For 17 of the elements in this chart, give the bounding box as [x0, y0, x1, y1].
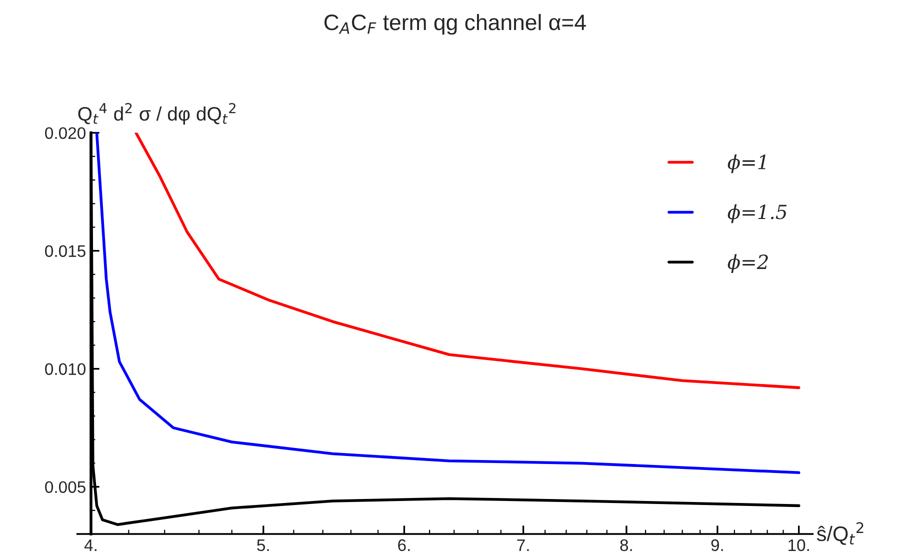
y-axis-title: Q$_{t}$$^{4}$ d$^{2}$ σ / dφ dQ$_{t}$$^{2}$	[78, 103, 236, 125]
x-tick-label: 9.	[711, 539, 723, 552]
x-axis-title: ŝ/Q$_{t}$$^{2}$	[816, 522, 864, 545]
x-tick-label: 6.	[398, 539, 410, 552]
x-tick-label: 5.	[257, 539, 269, 552]
y-tick-label: 0.020	[45, 127, 86, 140]
y-tick-label: 0.015	[45, 245, 86, 258]
y-tick-label: 0.005	[45, 481, 86, 494]
x-tick-label: 8.	[620, 539, 632, 552]
legend-label: ϕ=1	[728, 154, 766, 174]
x-tick-label: 4.	[84, 539, 96, 551]
x-tick-label: 10.	[788, 539, 809, 552]
legend-label: ϕ=2	[728, 254, 768, 273]
x-tick-label: 7.	[517, 539, 529, 551]
y-tick-label: 0.010	[45, 363, 86, 376]
chart-title: C$_{A}$C$_{F}$ term qg channel α=4	[324, 14, 586, 35]
legend-label: ϕ=1.5	[728, 204, 787, 224]
